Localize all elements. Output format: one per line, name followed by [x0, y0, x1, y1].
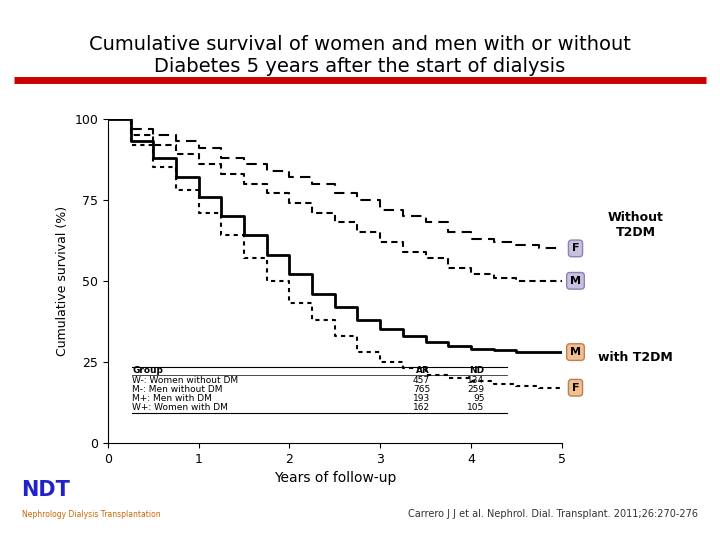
Text: 95: 95 — [473, 394, 485, 403]
Text: ND: ND — [469, 366, 485, 375]
Text: 134: 134 — [467, 376, 485, 385]
Text: Nephrology Dialysis Transplantation: Nephrology Dialysis Transplantation — [22, 510, 161, 519]
Text: W+: Women with DM: W+: Women with DM — [132, 403, 228, 413]
Y-axis label: Cumulative survival (%): Cumulative survival (%) — [56, 206, 69, 356]
Text: Carrero J J et al. Nephrol. Dial. Transplant. 2011;26:270-276: Carrero J J et al. Nephrol. Dial. Transp… — [408, 509, 698, 519]
Text: 162: 162 — [413, 403, 430, 413]
X-axis label: Years of follow-up: Years of follow-up — [274, 471, 396, 485]
Text: Without
T2DM: Without T2DM — [608, 212, 663, 239]
Text: 193: 193 — [413, 394, 430, 403]
Text: NDT: NDT — [22, 480, 71, 500]
Text: with T2DM: with T2DM — [598, 351, 672, 364]
Text: M: M — [570, 347, 581, 357]
Text: F: F — [572, 244, 579, 253]
Text: F: F — [572, 383, 579, 393]
Text: 765: 765 — [413, 385, 430, 394]
Text: 259: 259 — [467, 385, 485, 394]
Text: M: M — [570, 276, 581, 286]
Text: Group: Group — [132, 366, 163, 375]
Text: AR: AR — [416, 366, 430, 375]
Text: M+: Men with DM: M+: Men with DM — [132, 394, 212, 403]
Text: 105: 105 — [467, 403, 485, 413]
Text: Cumulative survival of women and men with or without
Diabetes 5 years after the : Cumulative survival of women and men wit… — [89, 35, 631, 76]
Text: W-: Women without DM: W-: Women without DM — [132, 376, 238, 385]
Text: 457: 457 — [413, 376, 430, 385]
Text: M-: Men without DM: M-: Men without DM — [132, 385, 223, 394]
